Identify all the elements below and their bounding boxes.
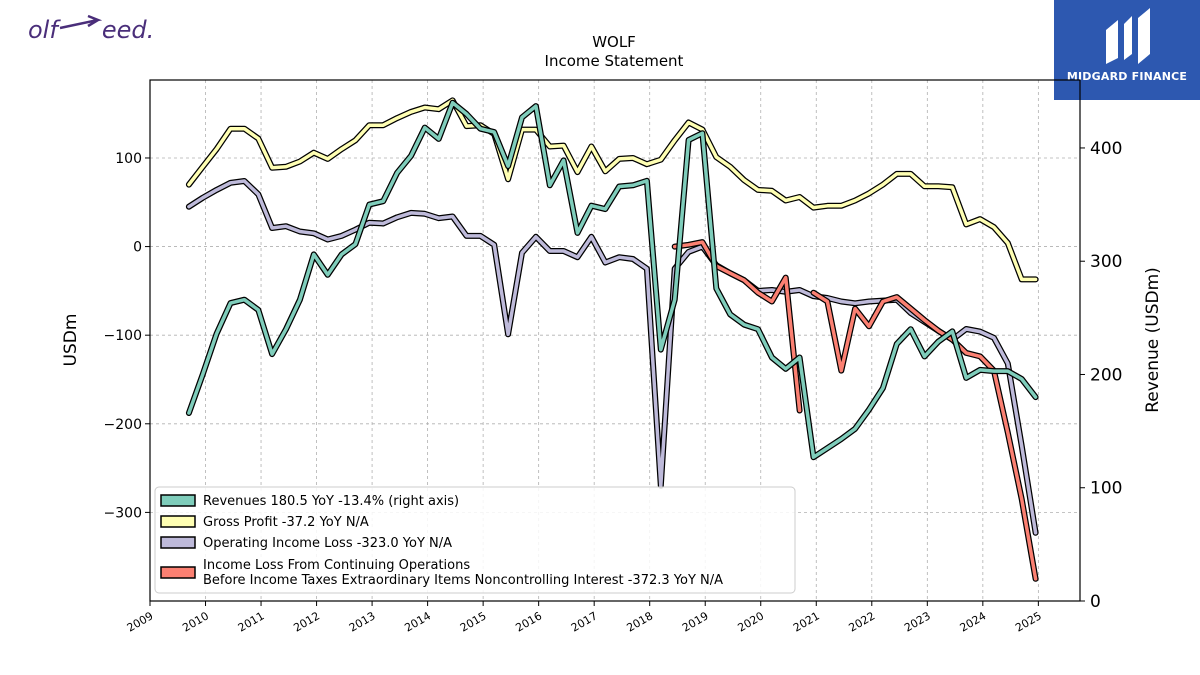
brand-text-a: olf <box>28 16 58 44</box>
midgard-emblem-icon <box>1106 8 1150 64</box>
legend-swatch <box>160 566 196 579</box>
y2-tick-label: 100 <box>1090 479 1122 499</box>
x-tick-label: 2022 <box>847 609 878 634</box>
x-tick-label: 2012 <box>291 609 322 634</box>
chart-subtitle: Income Statement <box>544 52 684 70</box>
brand-right-label: MIDGARD FINANCE <box>1066 70 1188 83</box>
legend-label: Revenues 180.5 YoY -13.4% (right axis) <box>203 494 459 509</box>
x-tick-label: 2009 <box>125 609 156 634</box>
y-tick-label: 0 <box>133 240 142 256</box>
chart-title: WOLF <box>592 33 636 51</box>
x-tick-label: 2021 <box>791 609 822 634</box>
plot-frame <box>149 79 1081 602</box>
brand-logo-right: MIDGARD FINANCE <box>1054 0 1200 100</box>
legend-label: Operating Income Loss -323.0 YoY N/A <box>203 536 452 551</box>
y-tick-label: −100 <box>104 328 142 344</box>
swoosh-icon <box>58 14 103 44</box>
brand-text-b: eed. <box>101 16 155 44</box>
x-tick-label: 2015 <box>458 609 489 634</box>
y-tick-label: −300 <box>104 505 142 521</box>
x-tick-label: 2025 <box>1013 609 1044 634</box>
legend-label: Income Loss From Continuing Operations <box>203 558 470 573</box>
series-line-3 <box>672 240 802 413</box>
legend-label: Before Income Taxes Extraordinary Items … <box>203 573 723 588</box>
x-tick-label: 2023 <box>902 609 933 634</box>
series-line-0 <box>187 100 1038 459</box>
x-tick-label: 2011 <box>236 609 267 634</box>
x-tick-label: 2024 <box>958 609 989 634</box>
y-tick-label: −200 <box>104 417 142 433</box>
y-axis-label: USDm <box>61 314 81 367</box>
x-tick-label: 2017 <box>569 609 600 634</box>
x-tick-label: 2016 <box>513 609 544 634</box>
x-tick-label: 2018 <box>624 609 655 634</box>
x-tick-label: 2013 <box>347 609 378 634</box>
y2-tick-label: 200 <box>1090 365 1122 385</box>
y2-tick-label: 300 <box>1090 252 1122 272</box>
y2-axis-label: Revenue (USDm) <box>1143 267 1163 413</box>
x-tick-label: 2019 <box>680 609 711 634</box>
legend-swatch <box>160 515 196 528</box>
series-line-2 <box>187 179 1038 535</box>
x-tick-label: 2020 <box>735 609 766 634</box>
series-outline-3 <box>671 239 803 414</box>
legend-swatch <box>160 536 196 549</box>
series-line-3 <box>811 290 1038 581</box>
legend-label: Gross Profit -37.2 YoY N/A <box>203 515 369 530</box>
legend-box <box>154 486 796 594</box>
y2-tick-label: 0 <box>1090 592 1101 612</box>
y2-tick-label: 400 <box>1090 139 1122 159</box>
series-line-1 <box>187 98 1038 282</box>
brand-logo-left: olf eed. <box>28 14 154 44</box>
legend-swatch <box>160 494 196 507</box>
x-tick-label: 2014 <box>402 609 433 634</box>
y-tick-label: 100 <box>115 151 142 167</box>
x-tick-label: 2010 <box>180 609 211 634</box>
legend <box>154 486 796 594</box>
